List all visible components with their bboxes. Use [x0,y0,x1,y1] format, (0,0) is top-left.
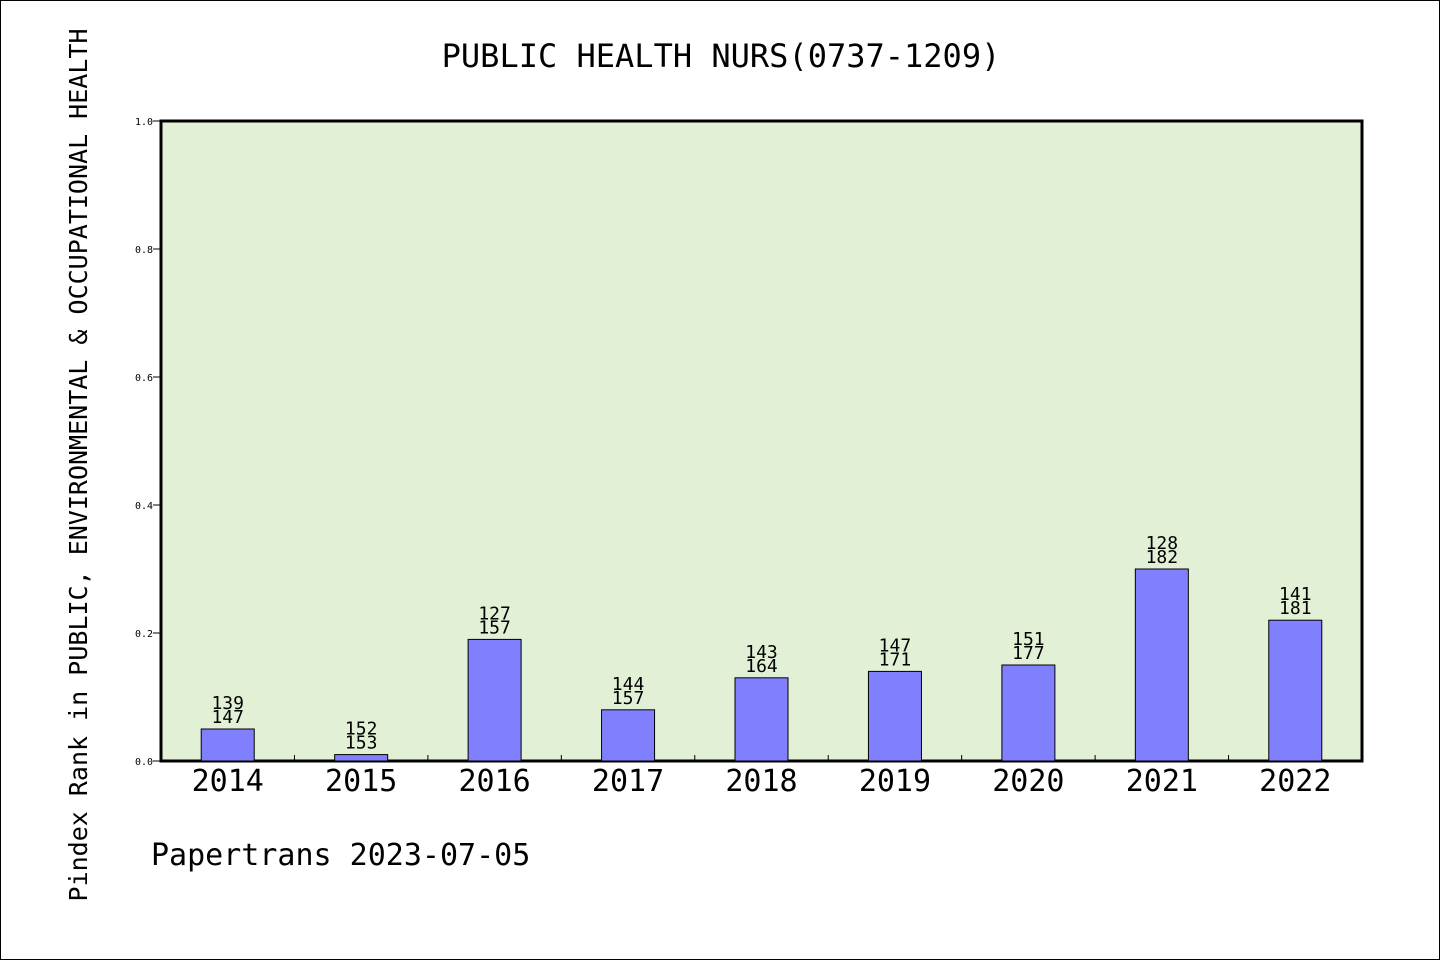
bar-2018 [734,677,789,762]
bar-label-top: 152 [345,719,378,740]
x-tick-label: 2016 [458,764,530,799]
bar-2019 [867,670,922,762]
bar-2021 [1134,568,1189,762]
y-tick-label: 0.8 [135,245,153,256]
bar-label-top: 128 [1146,533,1179,554]
bar-label-top: 151 [1012,629,1045,650]
x-axis: 2014 2015 2016 2017 2018 2019 2020 2021 2022 [192,755,1331,799]
bar-label-top: 143 [745,642,778,663]
y-axis: 0.0 0.2 0.4 0.6 0.8 1.0 [135,117,161,768]
y-tick-label: 0.2 [135,629,153,640]
y-tick-label: 0.6 [135,373,153,384]
bar-label-bottom: 157 [478,617,511,638]
x-tick-label: 2017 [592,764,664,799]
bar-2020 [1001,664,1056,762]
bar-label-top: 139 [211,693,244,714]
bar-2017 [601,709,656,762]
bar-label-bottom: 177 [1012,643,1045,664]
bar-label-bottom: 157 [612,688,645,709]
bar-label-bottom: 181 [1279,598,1312,619]
chart-title: PUBLIC HEALTH NURS(0737-1209) [442,37,1001,75]
bar-label-top: 127 [478,603,511,624]
bar-label-bottom: 171 [879,649,912,670]
footer-text: Papertrans 2023-07-05 [151,838,530,873]
x-tick-label: 2020 [992,764,1064,799]
x-tick-label: 2021 [1126,764,1198,799]
bar-2016 [467,638,522,762]
bar-label-top: 141 [1279,584,1312,605]
y-axis-label: Pindex Rank in PUBLIC, ENVIRONMENTAL & O… [64,29,93,902]
bar-2022 [1268,619,1323,762]
x-tick-label: 2015 [325,764,397,799]
y-tick-label: 0.0 [135,757,153,768]
bar-label-bottom: 164 [745,656,778,677]
x-tick-label: 2014 [192,764,264,799]
x-tick-label: 2022 [1259,764,1331,799]
bar-label-bottom: 147 [211,707,244,728]
bar-label-top: 144 [612,674,645,695]
y-tick-label: 0.4 [135,501,153,512]
bar-2015 [334,754,389,762]
x-tick-label: 2019 [859,764,931,799]
x-tick-label: 2018 [725,764,797,799]
bar-label-bottom: 153 [345,733,378,754]
bar-label-bottom: 182 [1146,547,1179,568]
bars-group: 1391471521531271571441571431641471711511… [200,533,1323,762]
bar-2014 [200,728,255,762]
y-tick-label: 1.0 [135,117,153,128]
bar-label-top: 147 [879,635,912,656]
